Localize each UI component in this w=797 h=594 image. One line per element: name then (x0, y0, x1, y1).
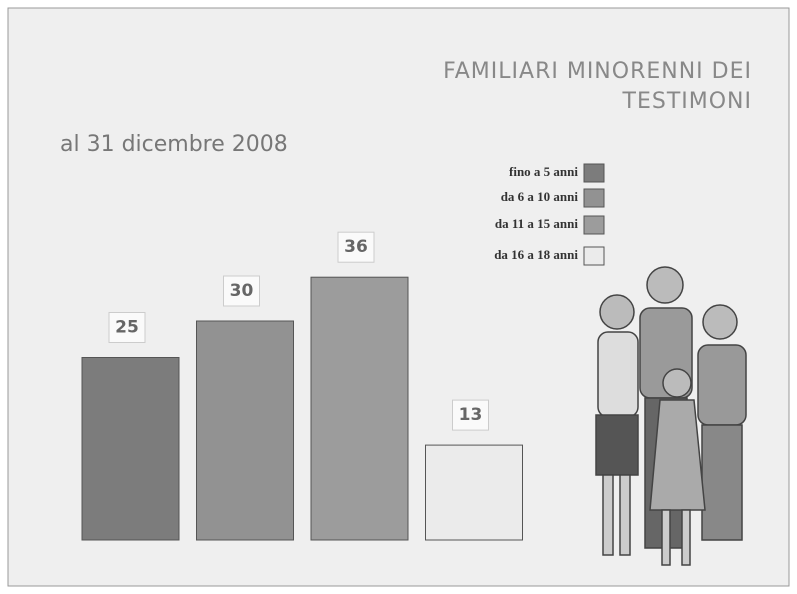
chart-subtitle: al 31 dicembre 2008 (60, 132, 288, 157)
legend-label: da 11 a 15 anni (495, 216, 578, 231)
legend-label: da 6 a 10 anni (501, 189, 579, 204)
legend-label: da 16 a 18 anni (494, 247, 578, 262)
value-label-box (337, 231, 375, 263)
legend-swatch (583, 163, 605, 183)
legend-swatch (583, 215, 605, 235)
value-label-box (452, 399, 489, 431)
bar (425, 444, 523, 541)
value-label-box (108, 312, 146, 343)
bar (196, 320, 294, 541)
bar (81, 357, 180, 541)
bar (310, 276, 409, 541)
family-illustration (595, 266, 747, 566)
chart-title: FAMILIARI MINORENNI DEI (443, 59, 752, 84)
legend-label: fino a 5 anni (509, 164, 578, 179)
value-label: 25 (115, 318, 139, 338)
chart-title-line2: TESTIMONI (622, 89, 752, 114)
value-label-box (223, 275, 260, 307)
value-label: 13 (459, 405, 483, 425)
value-label: 30 (230, 281, 254, 301)
value-label: 36 (344, 237, 368, 257)
legend-swatch (583, 188, 605, 208)
legend-swatch (583, 246, 605, 266)
